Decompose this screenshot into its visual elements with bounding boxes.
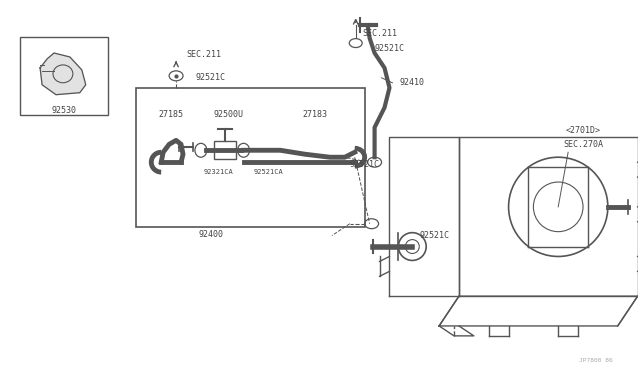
Text: 92321CA: 92321CA <box>204 169 234 175</box>
Text: 92521C: 92521C <box>196 73 226 82</box>
Text: SEC.211: SEC.211 <box>363 29 397 38</box>
Bar <box>136 88 365 227</box>
Text: 27185: 27185 <box>159 110 184 119</box>
Text: 92410: 92410 <box>399 78 424 87</box>
Text: 92521C: 92521C <box>419 231 449 240</box>
Text: 92521C: 92521C <box>350 160 380 169</box>
Text: 27183: 27183 <box>303 110 328 119</box>
Bar <box>20 37 108 115</box>
Text: 92521C: 92521C <box>374 44 404 52</box>
Polygon shape <box>40 53 86 95</box>
Text: SEC.211: SEC.211 <box>186 51 221 60</box>
Text: JP7800 86: JP7800 86 <box>579 358 612 363</box>
Text: SEC.270A: SEC.270A <box>563 140 603 149</box>
Text: <2701D>: <2701D> <box>566 126 600 135</box>
Bar <box>214 141 236 159</box>
Text: 92521CA: 92521CA <box>253 169 284 175</box>
Text: 92400: 92400 <box>198 230 223 239</box>
Text: 92530: 92530 <box>51 106 76 115</box>
Text: 92500U: 92500U <box>214 110 244 119</box>
